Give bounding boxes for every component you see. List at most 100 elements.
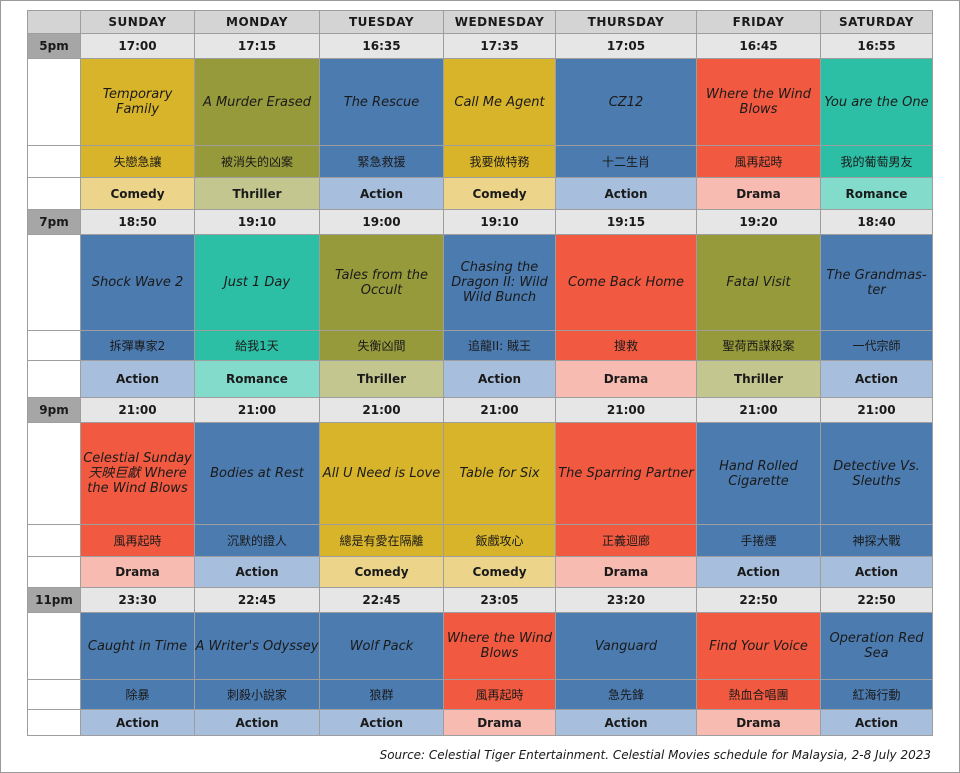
- blank-cell: [27, 679, 81, 710]
- genre-row: Comedy Thriller Action Comedy Action Drama Rom…: [27, 177, 933, 210]
- showtime: 18:40: [820, 209, 933, 235]
- genre-label: Comedy: [319, 556, 444, 588]
- day-header-friday: FRIDAY: [696, 10, 821, 34]
- blank-cell: [27, 709, 81, 736]
- movie-title: Fatal Visit: [696, 234, 821, 331]
- blank-cell: [27, 330, 81, 361]
- source-note: Source: Celestial Tiger Entertainment. C…: [379, 748, 931, 762]
- showtime: 16:55: [820, 33, 933, 59]
- genre-label: Comedy: [443, 177, 556, 210]
- genre-label: Action: [555, 709, 697, 736]
- chinese-title: 我的葡萄男友: [820, 145, 933, 178]
- movie-title: The Grandmas-ter: [820, 234, 933, 331]
- movie-title: Operation Red Sea: [820, 612, 933, 680]
- showtime: 22:45: [194, 587, 320, 613]
- blank-cell: [27, 234, 81, 331]
- day-header-sunday: SUNDAY: [80, 10, 195, 34]
- showtime: 21:00: [443, 397, 556, 423]
- showtime: 17:35: [443, 33, 556, 59]
- movie-title: A Writer's Odyssey: [194, 612, 320, 680]
- showtime: 19:15: [555, 209, 697, 235]
- day-header-monday: MONDAY: [194, 10, 320, 34]
- showtime: 21:00: [696, 397, 821, 423]
- title-row: Caught in Time A Writer's Odyssey Wolf Pac…: [27, 612, 933, 680]
- chinese-title-row: 風再起時 沉默的證人 總是有愛在隔離 飯戲攻心 正義迴廊 手捲煙 神探大戰: [27, 524, 933, 557]
- chinese-title: 飯戲攻心: [443, 524, 556, 557]
- movie-title: Detective Vs. Sleuths: [820, 422, 933, 525]
- movie-title: Celestial Sunday 天映巨獻 Where the Wind Blo…: [80, 422, 195, 525]
- genre-label: Drama: [80, 556, 195, 588]
- showtime: 16:45: [696, 33, 821, 59]
- day-header-thursday: THURSDAY: [555, 10, 697, 34]
- movie-title: Find Your Voice: [696, 612, 821, 680]
- chinese-title: 紅海行動: [820, 679, 933, 710]
- chinese-title: 搜救: [555, 330, 697, 361]
- chinese-title: 失衡凶間: [319, 330, 444, 361]
- showtime: 21:00: [820, 397, 933, 423]
- chinese-title: 風再起時: [80, 524, 195, 557]
- genre-row: Action Romance Thriller Action Drama Thriller…: [27, 360, 933, 398]
- genre-label: Action: [319, 709, 444, 736]
- movie-title: You are the One: [820, 58, 933, 146]
- time-row: 7pm 18:50 19:10 19:00 19:10 19:15 19:20 18:40: [27, 209, 933, 235]
- chinese-title-row: 拆彈專家2 給我1天 失衡凶間 追龍II: 賊王 搜救 聖荷西謀殺案 一代宗師: [27, 330, 933, 361]
- movie-title: Just 1 Day: [194, 234, 320, 331]
- movie-title: Shock Wave 2: [80, 234, 195, 331]
- time-row: 9pm 21:00 21:00 21:00 21:00 21:00 21:00 21:00: [27, 397, 933, 423]
- genre-label: Action: [319, 177, 444, 210]
- chinese-title: 熱血合唱團: [696, 679, 821, 710]
- genre-label: Drama: [555, 360, 697, 398]
- corner-cell: [27, 10, 81, 34]
- showtime: 17:00: [80, 33, 195, 59]
- movie-title: Where the Wind Blows: [696, 58, 821, 146]
- blank-cell: [27, 145, 81, 178]
- chinese-title: 十二生肖: [555, 145, 697, 178]
- genre-label: Comedy: [443, 556, 556, 588]
- genre-label: Action: [443, 360, 556, 398]
- genre-label: Action: [80, 709, 195, 736]
- showtime: 21:00: [319, 397, 444, 423]
- movie-title: Wolf Pack: [319, 612, 444, 680]
- genre-label: Action: [820, 709, 933, 736]
- genre-row: Drama Action Comedy Comedy Drama Action Action: [27, 556, 933, 588]
- genre-label: Action: [820, 556, 933, 588]
- showtime: 21:00: [194, 397, 320, 423]
- showtime: 17:05: [555, 33, 697, 59]
- movie-title: Table for Six: [443, 422, 556, 525]
- blank-cell: [27, 524, 81, 557]
- chinese-title: 聖荷西謀殺案: [696, 330, 821, 361]
- chinese-title: 一代宗師: [820, 330, 933, 361]
- showtime: 17:15: [194, 33, 320, 59]
- blank-cell: [27, 556, 81, 588]
- chinese-title: 我要做特務: [443, 145, 556, 178]
- genre-label: Comedy: [80, 177, 195, 210]
- title-row: Shock Wave 2 Just 1 Day Tales from the Occ…: [27, 234, 933, 331]
- genre-row: Action Action Action Drama Action Drama Action: [27, 709, 933, 736]
- day-header-saturday: SATURDAY: [820, 10, 933, 34]
- chinese-title: 刺殺小說家: [194, 679, 320, 710]
- movie-title: Come Back Home: [555, 234, 697, 331]
- showtime: 16:35: [319, 33, 444, 59]
- time-slot-label: 9pm: [27, 397, 81, 423]
- chinese-title: 正義迴廊: [555, 524, 697, 557]
- chinese-title: 被消失的凶案: [194, 145, 320, 178]
- movie-title: Temporary Family: [80, 58, 195, 146]
- blank-cell: [27, 612, 81, 680]
- genre-label: Action: [194, 556, 320, 588]
- chinese-title: 總是有愛在隔離: [319, 524, 444, 557]
- time-row: 11pm 23:30 22:45 22:45 23:05 23:20 22:50 22:50: [27, 587, 933, 613]
- movie-title: The Sparring Partner: [555, 422, 697, 525]
- showtime: 19:10: [443, 209, 556, 235]
- genre-label: Action: [820, 360, 933, 398]
- showtime: 21:00: [555, 397, 697, 423]
- blank-cell: [27, 360, 81, 398]
- blank-cell: [27, 422, 81, 525]
- movie-title: Bodies at Rest: [194, 422, 320, 525]
- showtime: 21:00: [80, 397, 195, 423]
- genre-label: Romance: [194, 360, 320, 398]
- genre-label: Thriller: [696, 360, 821, 398]
- genre-label: Action: [696, 556, 821, 588]
- genre-label: Drama: [443, 709, 556, 736]
- blank-cell: [27, 58, 81, 146]
- time-slot-label: 11pm: [27, 587, 81, 613]
